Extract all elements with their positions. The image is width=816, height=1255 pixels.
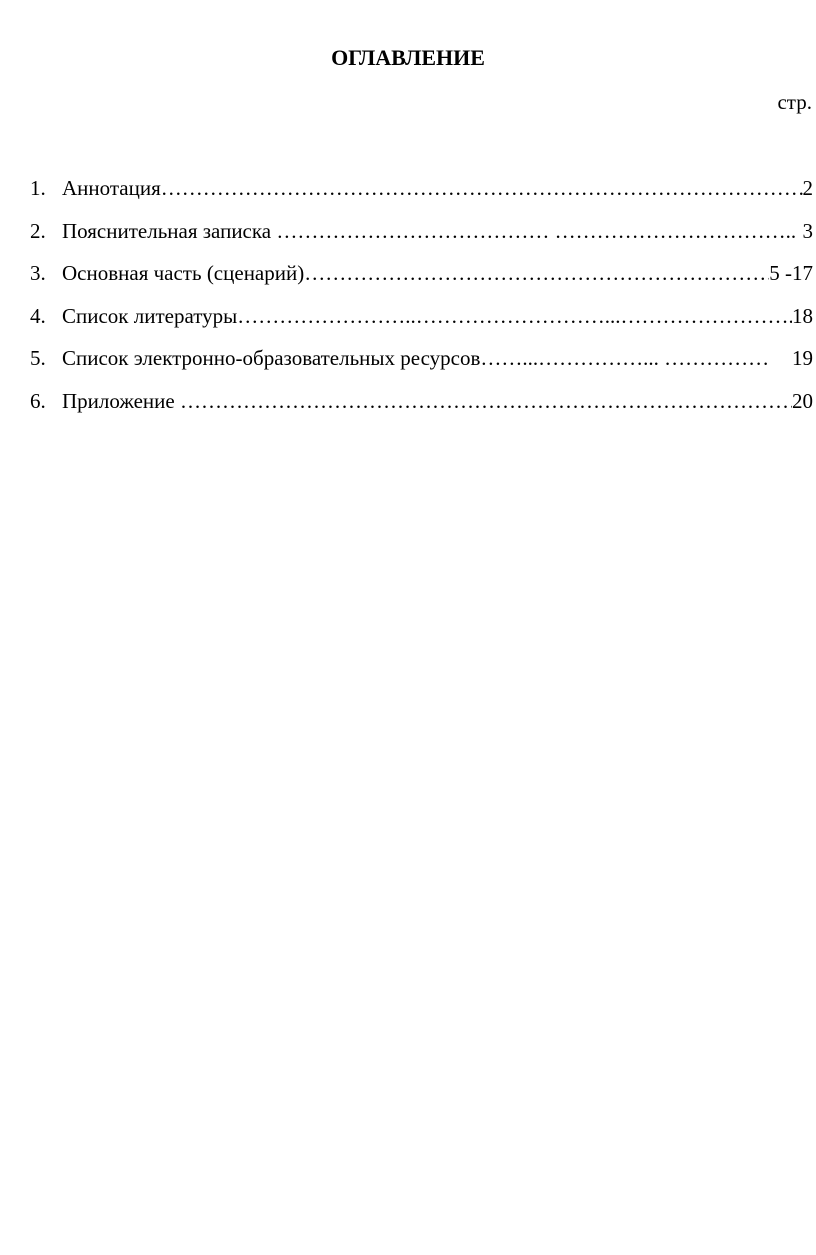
toc-entry: 6. Приложение ……………………………………………………………………… (30, 389, 813, 432)
toc-page: 20 (792, 388, 813, 413)
toc-page: 2 (802, 176, 814, 200)
page-title: ОГЛАВЛЕНИЕ (331, 45, 485, 70)
toc-label: Пояснительная записка (62, 218, 277, 243)
toc-page: 19 (792, 346, 813, 370)
toc-label: Приложение (62, 388, 180, 413)
dot-leader: ………………………………… …………………………….. (276, 218, 797, 243)
toc-number: 2. (30, 218, 46, 243)
toc-entry: 3. Основная часть (сценарий) ……………………………… (30, 261, 813, 304)
toc-label: Основная часть (сценарий) (62, 261, 305, 285)
dot-leader: ………………………………………………………………………………………………. (160, 176, 803, 200)
toc-number: 4. (30, 303, 46, 328)
dot-leader: …………………………………………………………………………………… (179, 388, 792, 413)
dot-leader: ……...……………... ………………………… (480, 346, 770, 370)
toc-label: Аннотация (62, 176, 161, 200)
toc-number: 5. (30, 346, 46, 370)
dot-leader: …………………………………………………………………... (304, 261, 769, 285)
toc-label: Список электронно-образовательных ресурс… (62, 346, 481, 370)
toc-number: 3. (30, 261, 46, 285)
toc-entry: 1. Аннотация ………………………………………………………………………… (30, 176, 813, 219)
toc-entry: 5. Список электронно-образовательных рес… (30, 346, 813, 389)
table-of-contents: 1. Аннотация ………………………………………………………………………… (30, 176, 813, 431)
dot-leader: ……………………..………………………...……………………... (237, 303, 792, 328)
toc-page: 18 (792, 303, 813, 328)
toc-entry: 4. Список литературы ……………………..………………………… (30, 304, 813, 347)
page-column-label: стр. (777, 90, 812, 114)
toc-page: 3 (802, 218, 814, 243)
toc-number: 6. (30, 388, 46, 413)
toc-number: 1. (30, 176, 46, 200)
toc-entry: 2. Пояснительная записка ………………………………… …… (30, 219, 813, 262)
toc-label: Список литературы (62, 303, 238, 328)
toc-page: 5 -17 (769, 261, 813, 285)
